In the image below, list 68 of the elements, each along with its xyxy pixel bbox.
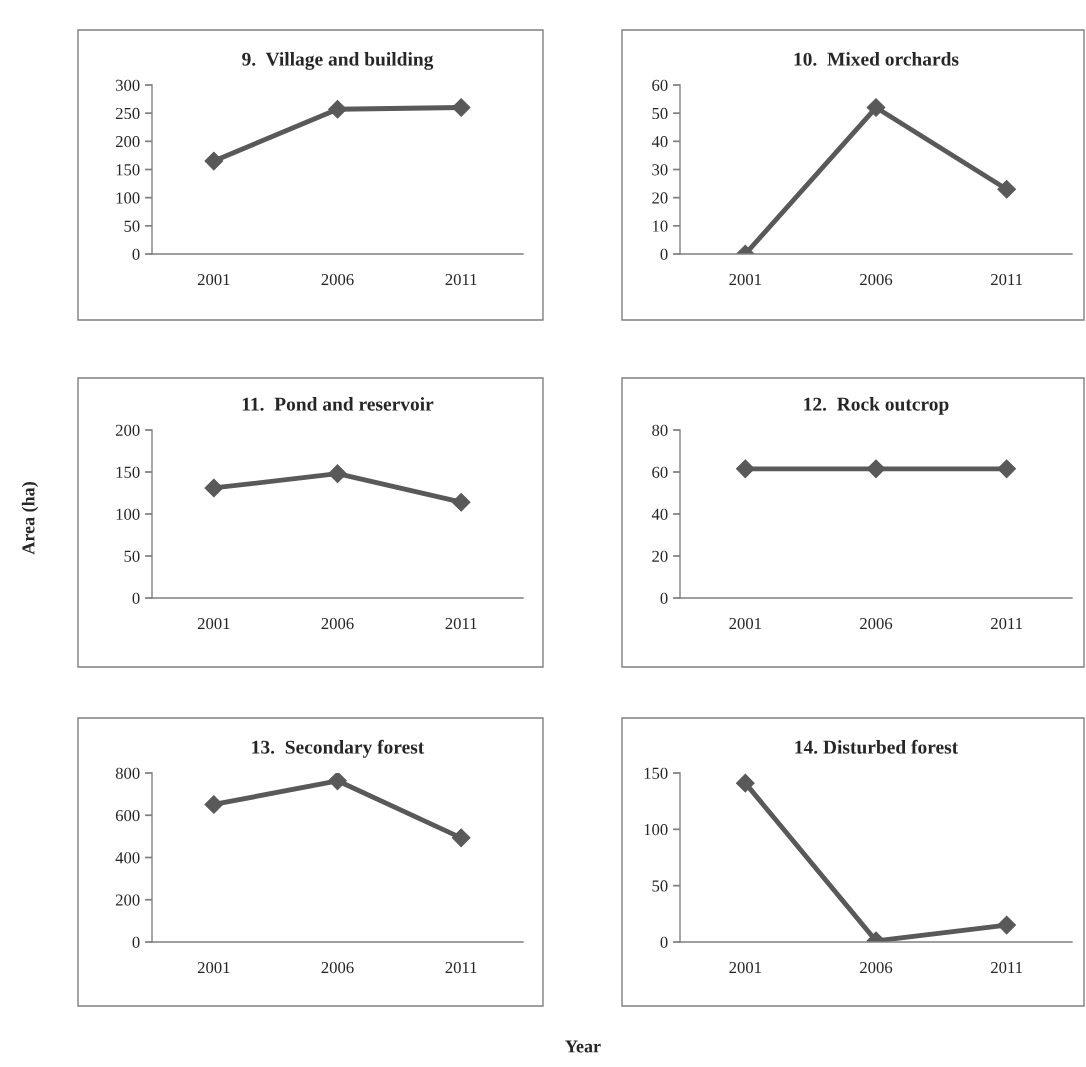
point xyxy=(204,795,224,814)
y-axis-title: Area (ha) xyxy=(21,482,39,555)
y-tick-label: 200 xyxy=(115,894,140,906)
point xyxy=(204,478,224,498)
y-tick-label: 60 xyxy=(652,466,668,478)
chart-title: 14. Disturbed forest xyxy=(795,739,959,754)
x-tick-label: 2006 xyxy=(321,617,354,630)
y-tick-label: 50 xyxy=(652,107,668,120)
point xyxy=(451,492,471,512)
y-tick-label: 60 xyxy=(652,79,668,91)
y-tick-label: 40 xyxy=(651,508,668,520)
x-tick-label: 2001 xyxy=(729,273,761,286)
y-tick-label: 30 xyxy=(652,164,668,176)
y-tick-label: 100 xyxy=(644,824,668,836)
chart-title: 10. Mixed orchards xyxy=(794,52,959,66)
y-tick-label: 20 xyxy=(652,550,668,562)
x-tick-label: 2006 xyxy=(321,961,354,974)
x-tick-label: 2006 xyxy=(321,273,354,286)
chart-title: 11. Pond and reservoir xyxy=(242,397,434,411)
y-tick-label: 0 xyxy=(660,592,668,604)
chart-title: 9. Village and building xyxy=(242,52,434,70)
y-tick-label: 0 xyxy=(132,592,140,604)
x-tick-label: 2011 xyxy=(991,961,1023,974)
y-tick-label: 20 xyxy=(652,192,668,204)
x-tick-label: 2001 xyxy=(197,961,230,974)
x-tick-label: 2006 xyxy=(860,961,893,974)
point xyxy=(204,151,224,171)
y-tick-label: 80 xyxy=(652,424,668,436)
y-tick-label: 300 xyxy=(115,79,140,91)
chart-title: 12. Rock outcrop xyxy=(804,397,949,415)
y-tick-label: 150 xyxy=(644,767,668,779)
x-tick-label: 2001 xyxy=(729,617,761,630)
point xyxy=(451,98,471,117)
x-tick-label: 2001 xyxy=(197,273,230,286)
point xyxy=(451,828,471,848)
y-tick-label: 100 xyxy=(116,508,140,520)
y-tick-label: 200 xyxy=(115,136,140,148)
x-tick-label: 2011 xyxy=(445,273,477,286)
x-tick-label: 2011 xyxy=(991,273,1023,286)
x-tick-label: 2006 xyxy=(860,617,893,630)
y-tick-label: 0 xyxy=(660,248,668,260)
y-tick-label: 400 xyxy=(115,852,140,864)
x-tick-label: 2011 xyxy=(445,617,477,630)
y-tick-label: 10 xyxy=(652,220,668,232)
y-tick-label: 50 xyxy=(124,550,140,562)
y-tick-label: 200 xyxy=(115,424,140,436)
y-tick-label: 0 xyxy=(132,248,140,260)
x-tick-label: 2011 xyxy=(991,617,1023,630)
y-tick-label: 800 xyxy=(115,767,140,779)
y-tick-label: 250 xyxy=(115,107,140,120)
y-tick-label: 600 xyxy=(115,809,140,822)
x-tick-label: 2001 xyxy=(197,617,230,630)
point xyxy=(328,99,347,119)
y-tick-label: 150 xyxy=(116,164,140,176)
x-tick-label: 2001 xyxy=(729,961,761,974)
x-axis-title: Year xyxy=(565,1040,601,1053)
y-tick-label: 0 xyxy=(660,936,668,948)
x-tick-label: 2006 xyxy=(860,273,893,286)
point xyxy=(328,464,347,484)
y-tick-label: 150 xyxy=(116,466,140,478)
y-tick-label: 0 xyxy=(132,936,140,948)
x-tick-label: 2011 xyxy=(445,961,477,974)
y-tick-label: 50 xyxy=(652,880,668,892)
y-tick-label: 100 xyxy=(116,192,140,204)
y-tick-label: 50 xyxy=(124,220,140,232)
chart-title: 13. Secondary forest xyxy=(252,739,425,758)
point xyxy=(328,773,347,791)
y-tick-label: 40 xyxy=(651,136,668,148)
